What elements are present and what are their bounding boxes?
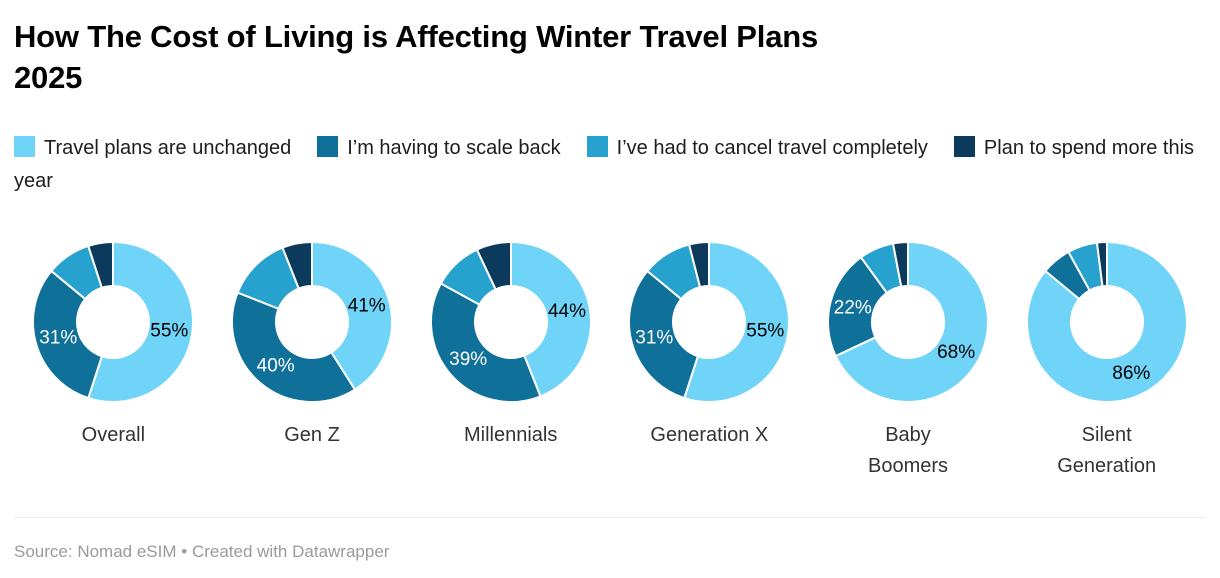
slice-value-label: 55% — [151, 320, 189, 341]
donut-group-overall: 55% 31% Overall — [14, 240, 213, 482]
legend-swatch-1 — [14, 136, 35, 157]
legend-swatch-3 — [586, 136, 608, 157]
datawrapper-link[interactable]: Datawrapper — [292, 542, 390, 561]
legend-item-plan-to-spend-more-this-year[interactable]: Plan to spend more this year — [14, 136, 1195, 192]
donut-slice-i-m-having-to-scale-back — [32, 270, 104, 400]
group-label-baby-boomers: Baby Boomers — [868, 424, 949, 477]
donut-group-gen-z: 41% 40% Gen Z — [213, 240, 412, 482]
slice-value-label: 39% — [449, 349, 487, 370]
slice-value-label: 40% — [257, 355, 295, 376]
donut-slice-plan-to-spend-more-this-year — [87, 241, 115, 289]
donut-chart-silent-generation: 86% — [1025, 240, 1188, 403]
donut-slice-i-m-having-to-scale-back — [827, 256, 888, 358]
source-link[interactable]: Nomad eSIM — [77, 542, 177, 561]
legend-label: I’ve had to cancel travel completely — [616, 137, 928, 159]
group-label-silent-generation: Silent Generation — [1057, 424, 1157, 477]
slice-value-label: 31% — [40, 327, 78, 348]
chart-title-line-2: 2025 — [14, 60, 83, 95]
slice-value-label: 22% — [834, 297, 872, 318]
donut-slice-i-m-having-to-scale-back — [429, 282, 542, 403]
donut-group-millennials: 44% 39% Millennials — [411, 240, 610, 482]
donut-slice-plan-to-spend-more-this-year — [281, 241, 313, 290]
group-label-millennials: Millennials — [463, 424, 558, 446]
legend-swatch-2 — [317, 136, 339, 157]
donut-chart-baby-boomers: 68% 22% — [827, 241, 990, 403]
legend-item-i-ve-had-to-cancel-travel-completely[interactable]: I’ve had to cancel travel completely — [586, 136, 928, 159]
chart-title: How The Cost of Living is Affecting Wint… — [14, 16, 1206, 98]
donut-slice-plan-to-spend-more-this-year — [892, 241, 910, 288]
footer: Source: Nomad eSIM • Created with Datawr… — [14, 517, 1206, 578]
footer-separator: • — [181, 542, 188, 561]
donut-slice-i-m-having-to-scale-back — [231, 291, 356, 404]
legend-item-travel-plans-are-unchanged[interactable]: Travel plans are unchanged — [14, 136, 292, 159]
donut-charts-row: 55% 31% Overall 41% 40% Gen Z 44% 39% Millennial… — [14, 240, 1206, 482]
donut-group-silent-generation: 86% Silent Generation — [1007, 240, 1206, 482]
legend: Travel plans are unchanged I’m having to … — [14, 132, 1206, 198]
credit-prefix: Created with — [191, 542, 288, 561]
donut-slice-plan-to-spend-more-this-year — [475, 241, 512, 291]
donut-group-generation-x: 55% 31% Generation X — [610, 240, 809, 482]
slice-value-label: 86% — [1112, 363, 1150, 384]
legend-label: Travel plans are unchanged — [44, 137, 292, 159]
donut-slice-travel-plans-are-unchanged — [87, 241, 195, 403]
slice-value-label: 68% — [937, 342, 975, 363]
slice-value-label: 41% — [348, 296, 386, 317]
donut-slice-travel-plans-are-unchanged — [509, 241, 592, 398]
donut-slice-plan-to-spend-more-this-year — [688, 240, 711, 289]
legend-label: Plan to spend more this year — [14, 137, 1195, 192]
slice-value-label: 44% — [548, 301, 586, 322]
slice-value-label: 55% — [747, 320, 785, 341]
legend-label: I’m having to scale back — [347, 137, 561, 159]
donut-group-baby-boomers: 68% 22% Baby Boomers — [809, 240, 1008, 482]
group-label-overall: Overall — [81, 424, 146, 446]
donut-chart-generation-x: 55% 31% — [628, 240, 791, 403]
group-label-gen-z: Gen Z — [284, 424, 340, 446]
chart-title-line-1: How The Cost of Living is Affecting Wint… — [14, 19, 819, 54]
group-label-generation-x: Generation X — [650, 424, 769, 446]
slice-value-label: 31% — [636, 327, 674, 348]
donut-chart-gen-z: 41% 40% — [231, 241, 394, 404]
donut-chart-millennials: 44% 39% — [429, 241, 592, 403]
donut-chart-overall: 55% 31% — [32, 241, 195, 403]
donut-slice-travel-plans-are-unchanged — [834, 241, 990, 403]
donut-slice-travel-plans-are-unchanged — [683, 241, 791, 403]
legend-swatch-4 — [953, 136, 975, 157]
donut-slice-travel-plans-are-unchanged — [1025, 241, 1188, 403]
donut-slice-plan-to-spend-more-this-year — [1095, 240, 1108, 288]
source-prefix: Source: — [14, 542, 73, 561]
legend-item-i-m-having-to-scale-back[interactable]: I’m having to scale back — [317, 136, 561, 159]
donut-slice-i-m-having-to-scale-back — [628, 270, 700, 400]
